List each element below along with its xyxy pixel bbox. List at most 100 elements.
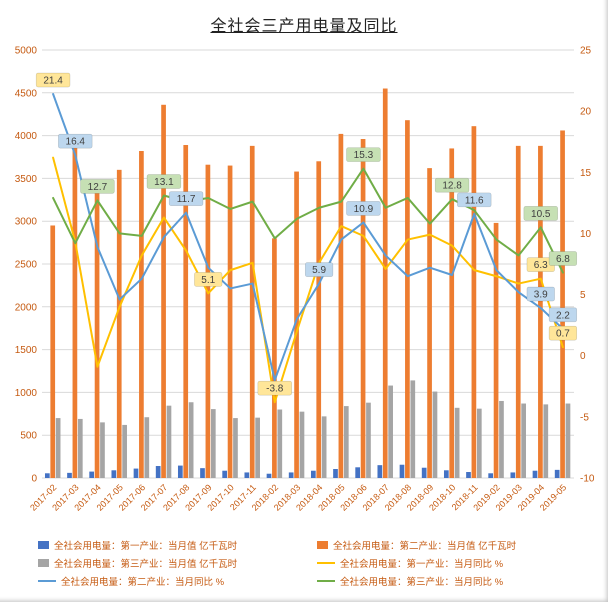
data-label: 6.3 xyxy=(534,260,548,271)
bar xyxy=(122,424,127,478)
bar xyxy=(166,405,172,478)
bar xyxy=(405,120,410,478)
bar xyxy=(288,472,294,478)
bar xyxy=(388,385,393,478)
bar xyxy=(77,418,83,478)
data-label: 21.4 xyxy=(43,76,63,87)
legend-item: 全社会用电量：第一产业：当月值 亿千瓦时 xyxy=(38,538,311,552)
data-label-box xyxy=(194,272,223,287)
bar xyxy=(233,418,238,478)
bar xyxy=(538,145,543,478)
chart-plot-svg: 0 500 1000 1500 2000 2500 3000 3500 4000 4500 5000… xyxy=(15,46,595,513)
bar xyxy=(449,148,455,478)
bar xyxy=(50,225,56,478)
legend-bar-marker-icon xyxy=(38,541,49,549)
left-axis-tick-label: 500 xyxy=(20,431,37,442)
legend-item: 全社会用电量：第二产业：当月同比 % xyxy=(38,574,311,588)
bar xyxy=(427,168,432,479)
bar xyxy=(543,404,549,478)
right-axis-tick-label: 15 xyxy=(580,168,592,179)
bar xyxy=(410,380,416,478)
right-axis-tick-label: -5 xyxy=(580,412,589,423)
bar xyxy=(100,422,105,478)
bar xyxy=(515,145,521,478)
data-label-box xyxy=(257,380,292,396)
legend-label: 全社会用电量：第一产业：当月同比 % xyxy=(340,559,504,570)
bar xyxy=(310,470,316,478)
data-label: 15.3 xyxy=(354,150,374,161)
bar xyxy=(321,416,327,478)
legend-item: 全社会用电量：第二产业：当月值 亿千瓦时 xyxy=(317,538,590,552)
right-axis-tick-label: 5 xyxy=(580,290,586,301)
right-axis-tick-label: 20 xyxy=(580,107,592,118)
data-label: 16.4 xyxy=(66,137,86,148)
bar xyxy=(222,470,228,478)
left-axis-tick-label: 4000 xyxy=(15,131,38,142)
bar xyxy=(244,472,250,478)
data-label: 0.7 xyxy=(556,329,570,340)
legend-label: 全社会用电量：第二产业：当月值 亿千瓦时 xyxy=(333,541,517,552)
bar xyxy=(183,145,189,478)
chart-legend: 全社会用电量：第一产业：当月值 亿千瓦时 全社会用电量：第二产业：当月值 亿千瓦时… xyxy=(0,536,608,588)
data-label-box xyxy=(80,179,115,194)
bar xyxy=(466,472,471,478)
line-series xyxy=(52,167,564,274)
bar xyxy=(177,465,183,478)
legend-item: 全社会用电量：第三产业：当月值 亿千瓦时 xyxy=(38,556,311,570)
left-axis-tick-label: 2000 xyxy=(15,302,38,313)
bar xyxy=(133,468,139,478)
legend-bar-marker-icon xyxy=(317,541,328,549)
data-label: 13.1 xyxy=(154,177,174,188)
data-label-box xyxy=(548,251,578,266)
data-label: 11.6 xyxy=(465,195,484,206)
bar xyxy=(432,391,438,478)
left-axis-tick-label: 2500 xyxy=(15,260,38,271)
bar xyxy=(510,472,516,478)
bar xyxy=(421,467,427,478)
bar xyxy=(116,169,122,478)
data-label: 3.9 xyxy=(534,290,548,301)
data-label: 12.7 xyxy=(88,182,108,193)
legend-label: 全社会用电量：第二产业：当月同比 % xyxy=(61,577,225,588)
left-axis-tick-label: 3000 xyxy=(15,217,38,228)
bar xyxy=(521,403,526,478)
bar xyxy=(55,418,61,478)
legend-bar-marker-icon xyxy=(38,559,49,567)
data-label: 10.9 xyxy=(354,204,374,215)
right-axis-tick-label: -10 xyxy=(580,474,595,485)
bar xyxy=(343,406,349,478)
bar xyxy=(277,409,283,478)
data-label: 2.2 xyxy=(556,310,570,321)
left-axis-tick-label: 1500 xyxy=(15,345,38,356)
right-axis-tick-label: 25 xyxy=(580,46,592,57)
bar xyxy=(560,130,565,478)
bar xyxy=(382,88,388,478)
bar xyxy=(210,409,216,478)
bar xyxy=(316,161,322,478)
data-label: 6.8 xyxy=(556,254,570,265)
legend-line-marker-icon xyxy=(317,579,335,583)
line-series xyxy=(52,156,564,404)
bar xyxy=(471,126,477,479)
bar xyxy=(161,104,166,478)
right-axis-tick-label: 10 xyxy=(580,229,592,240)
data-label-box xyxy=(58,133,93,149)
data-label-box xyxy=(526,286,555,302)
bar xyxy=(565,403,571,478)
left-axis-tick-label: 0 xyxy=(31,474,37,485)
bar xyxy=(94,180,100,478)
bar xyxy=(67,472,72,478)
bar xyxy=(155,466,161,478)
bar xyxy=(360,139,366,479)
bar xyxy=(338,133,344,478)
right-axis-tick-label: 0 xyxy=(580,351,586,362)
bar xyxy=(111,470,117,478)
bar xyxy=(205,164,211,478)
bar xyxy=(333,469,338,478)
bar xyxy=(188,402,194,478)
legend-item: 全社会用电量：第一产业：当月同比 % xyxy=(317,556,590,570)
left-axis-tick-label: 3500 xyxy=(15,174,38,185)
data-label-box xyxy=(457,192,492,208)
data-label: 11.7 xyxy=(177,194,196,205)
